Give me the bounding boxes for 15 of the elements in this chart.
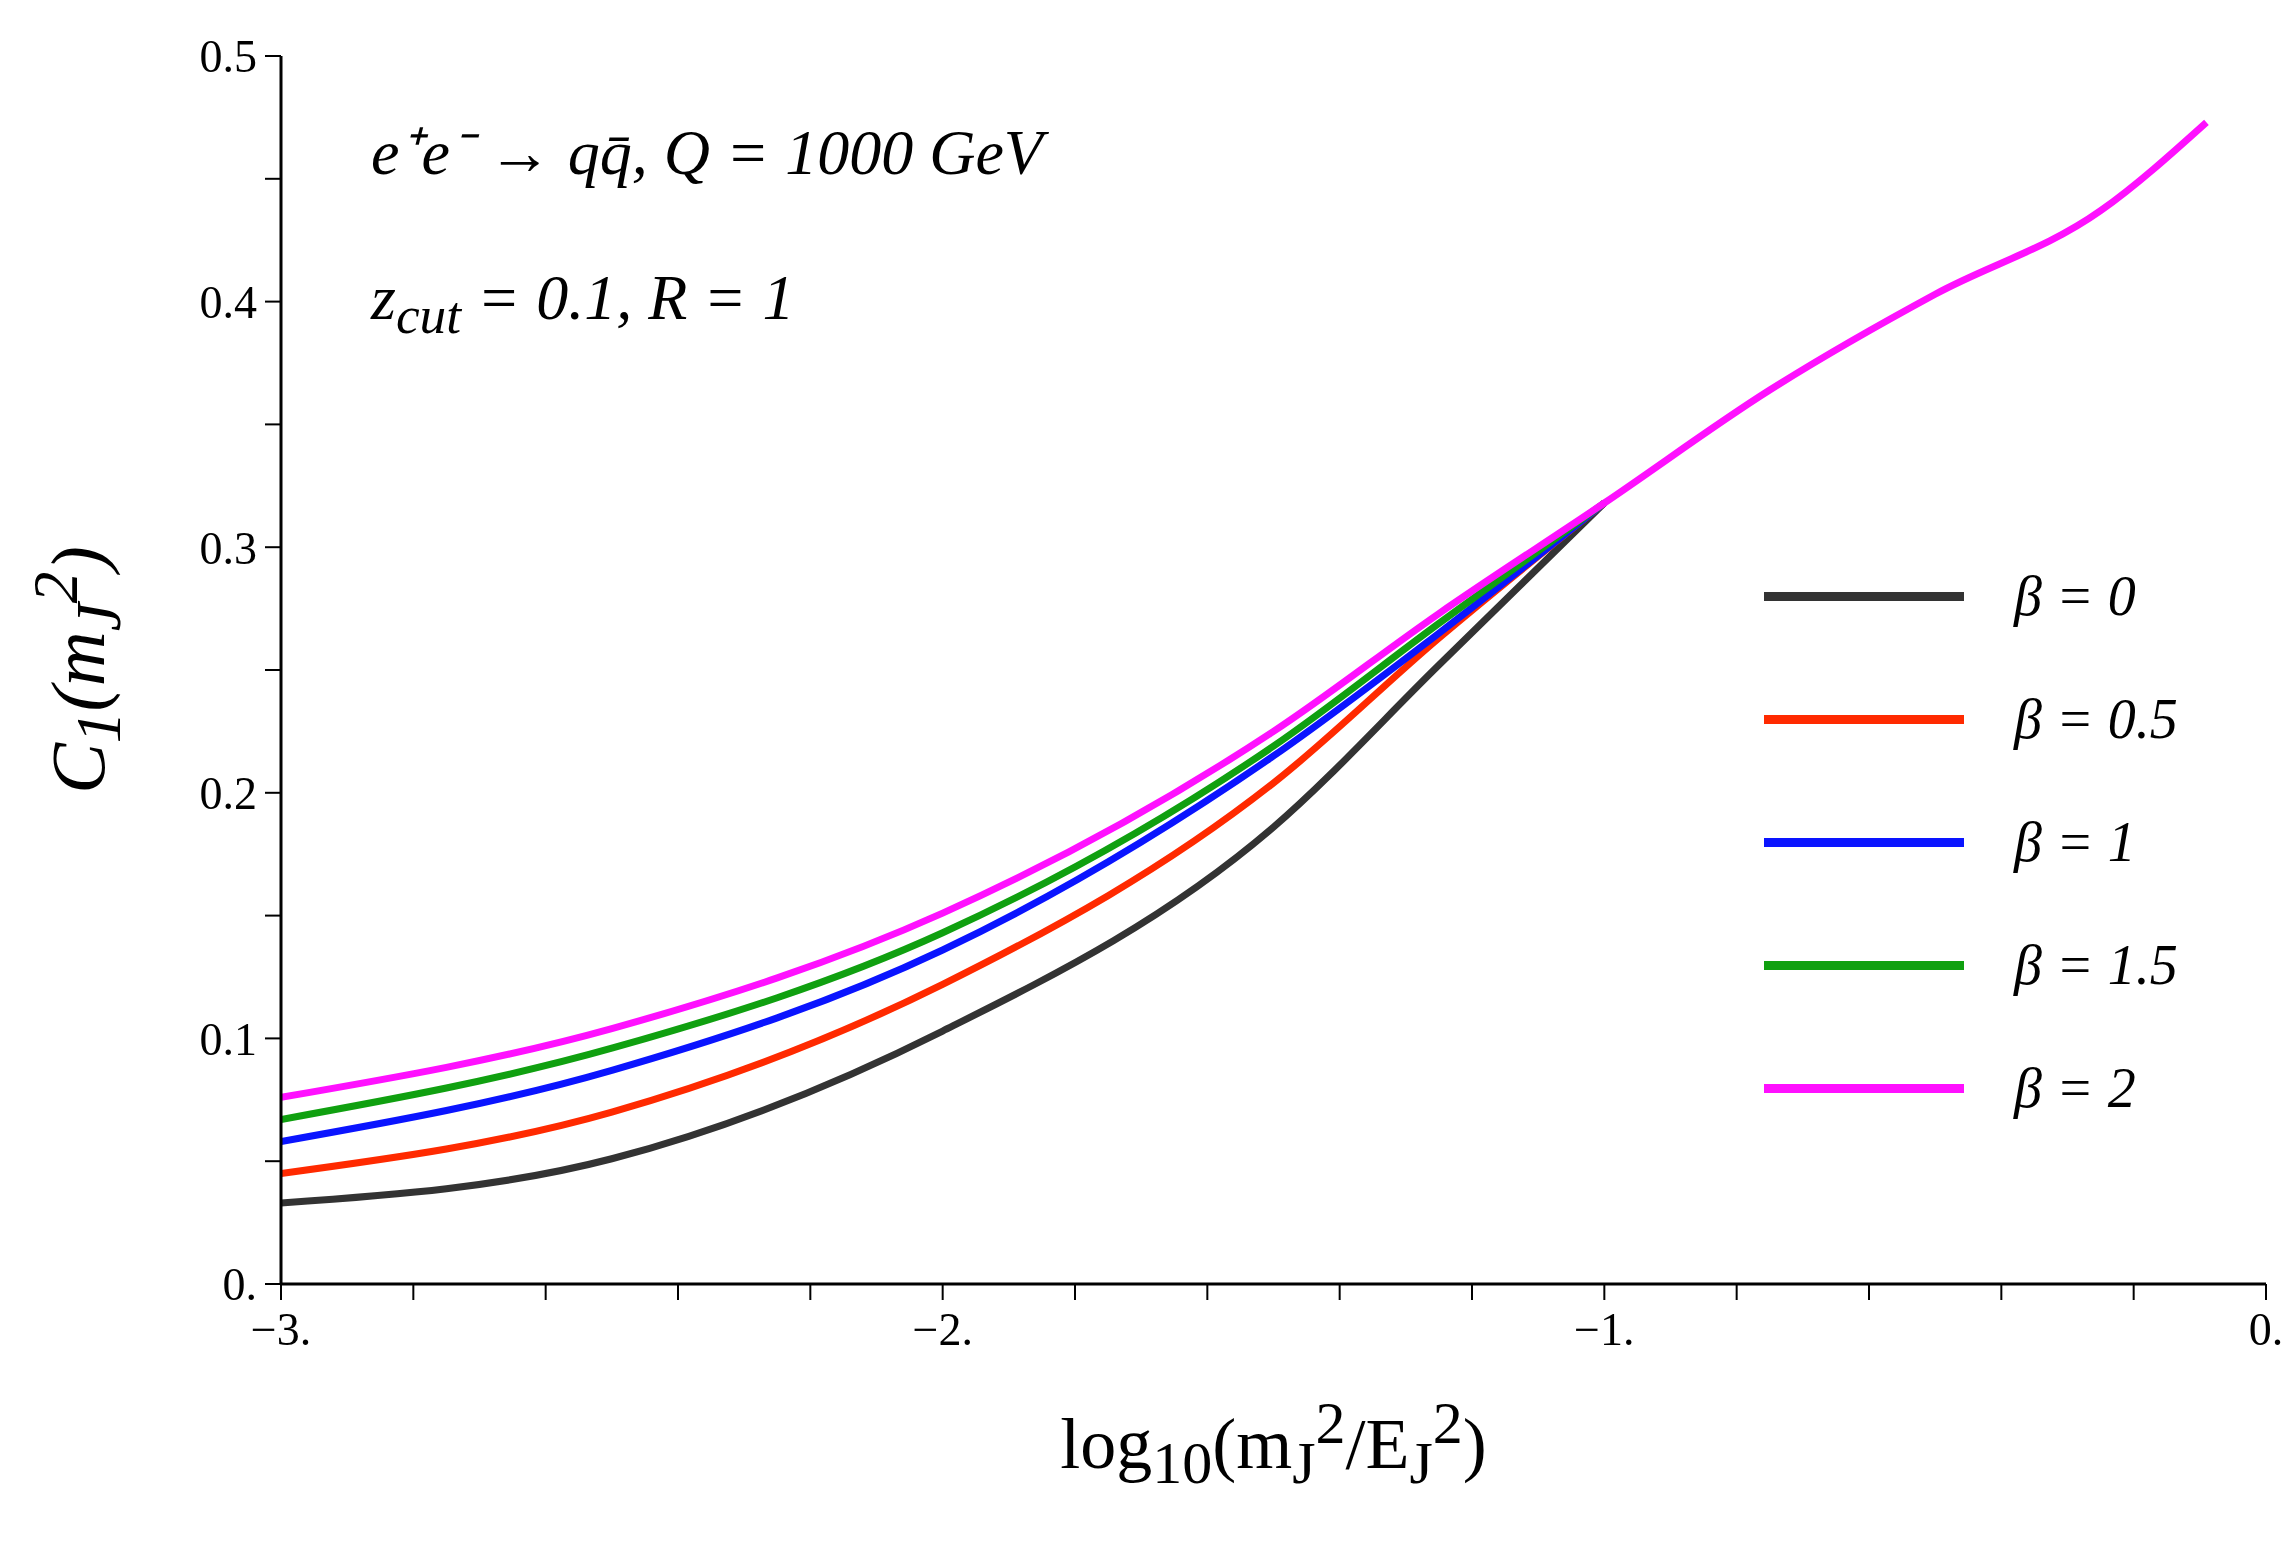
y-tick-label: 0.1	[199, 1013, 257, 1065]
legend-label: β = 2	[2014, 1056, 2137, 1121]
y-tick-label: 0.2	[199, 768, 257, 820]
text: log$_{10}$(m$_{J}$$^{2}$/E$_{J}$$^{2}$)	[1060, 1390, 1487, 1497]
legend-label: β = 1	[2014, 810, 2137, 875]
legend-label: β = 0.5	[2014, 687, 2179, 752]
y-tick-label: 0.5	[199, 31, 257, 83]
x-tick-label: −2.	[912, 1303, 973, 1355]
legend-label: β = 0	[2014, 564, 2137, 629]
y-tick-label: 0.3	[199, 522, 257, 574]
x-tick-label: −1.	[1574, 1303, 1635, 1355]
annotation: z$_{cut}$ = 0.1, R = 1	[371, 261, 795, 346]
x-tick-label: 0.	[2248, 1303, 2284, 1355]
legend-label: β = 1.5	[2014, 933, 2179, 998]
y-tick-label: 0.4	[199, 276, 257, 328]
